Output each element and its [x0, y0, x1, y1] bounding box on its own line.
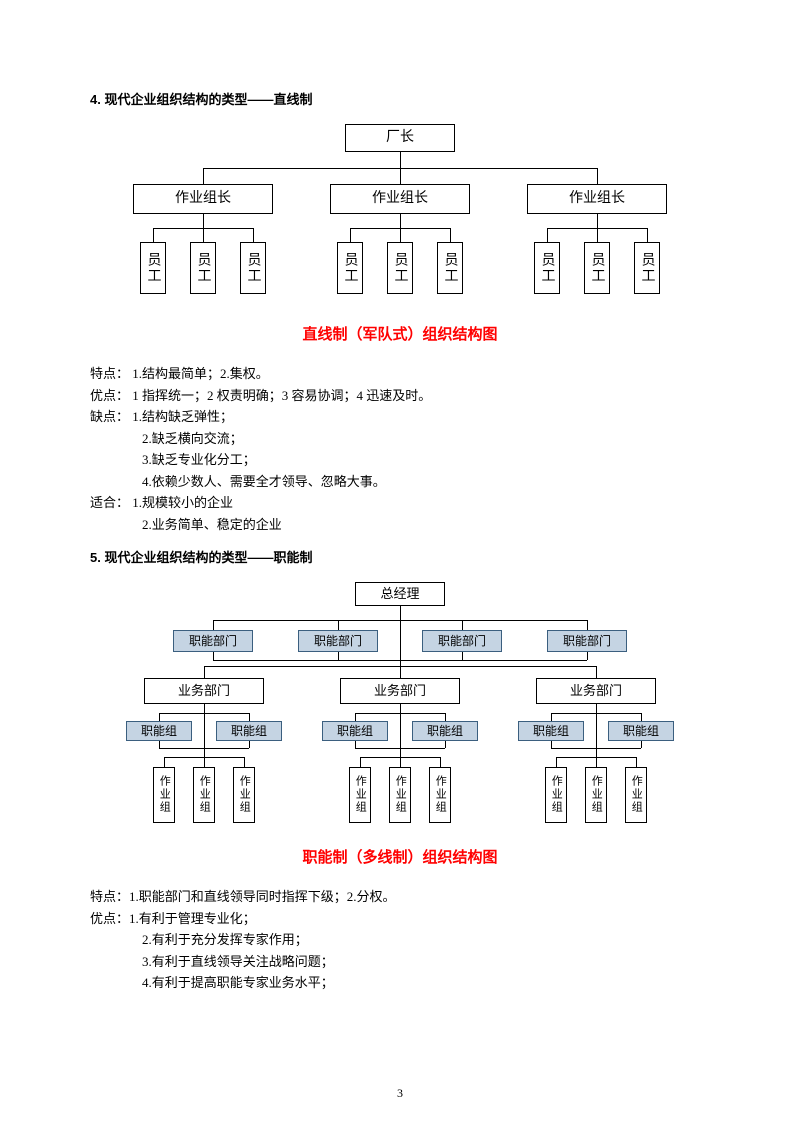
node-work-group: 作业组 — [153, 767, 175, 823]
s4-line: 2.业务简单、稳定的企业 — [90, 515, 710, 535]
node-work-group: 作业组 — [193, 767, 215, 823]
node-func-dept: 职能部门 — [298, 630, 378, 652]
node-func-dept: 职能部门 — [547, 630, 627, 652]
node-work-group: 作业组 — [429, 767, 451, 823]
node-work-group: 作业组 — [585, 767, 607, 823]
node-func-dept: 职能部门 — [422, 630, 502, 652]
s4-line: 适合： 1.规模较小的企业 — [90, 493, 710, 513]
s4-line: 4.依赖少数人、需要全才领导、忽略大事。 — [90, 472, 710, 492]
node-leaf: 员工 — [240, 242, 266, 294]
chart-line-system: 厂长 作业组长 作业组长 作业组长 员工 员工 员工 员工 员工 员工 — [120, 124, 680, 314]
node-func-group: 职能组 — [608, 721, 674, 741]
node-biz-dept: 业务部门 — [536, 678, 656, 704]
node-func-group: 职能组 — [322, 721, 388, 741]
s4-line: 优点： 1 指挥统一；2 权责明确；3 容易协调；4 迅速及时。 — [90, 386, 710, 406]
node-biz-dept: 业务部门 — [340, 678, 460, 704]
s4-line: 3.缺乏专业化分工； — [90, 450, 710, 470]
node-func-dept: 职能部门 — [173, 630, 253, 652]
node-leaf: 员工 — [337, 242, 363, 294]
s4-line: 特点： 1.结构最简单；2.集权。 — [90, 364, 710, 384]
chart-functional-system: 总经理 职能部门 职能部门 职能部门 职能部门 业务部门 业务部门 业务部门 职… — [100, 582, 700, 837]
node-func-group: 职能组 — [412, 721, 478, 741]
page: 4. 现代企业组织结构的类型——直线制 厂长 作业组长 作业组长 作业组长 员工… — [0, 0, 800, 1132]
s5-line: 特点：1.职能部门和直线领导同时指挥下级；2.分权。 — [90, 887, 710, 907]
node-leaf: 员工 — [584, 242, 610, 294]
node-func-group: 职能组 — [518, 721, 584, 741]
node-leaf: 员工 — [534, 242, 560, 294]
s5-line: 2.有利于充分发挥专家作用； — [90, 930, 710, 950]
s5-line: 优点：1.有利于管理专业化； — [90, 909, 710, 929]
s4-line: 2.缺乏横向交流； — [90, 429, 710, 449]
s5-line: 3.有利于直线领导关注战略问题； — [90, 952, 710, 972]
page-number: 3 — [0, 1084, 800, 1102]
node-work-group: 作业组 — [233, 767, 255, 823]
node-leaf: 员工 — [140, 242, 166, 294]
chart5-caption: 职能制（多线制）组织结构图 — [90, 847, 710, 870]
node-func-group: 职能组 — [126, 721, 192, 741]
node-mid-2: 作业组长 — [330, 184, 470, 214]
node-leaf: 员工 — [190, 242, 216, 294]
node-top: 厂长 — [345, 124, 455, 152]
section4-heading: 4. 现代企业组织结构的类型——直线制 — [90, 90, 710, 110]
node-leaf: 员工 — [387, 242, 413, 294]
section5-heading: 5. 现代企业组织结构的类型——职能制 — [90, 548, 710, 568]
node-biz-dept: 业务部门 — [144, 678, 264, 704]
s5-line: 4.有利于提高职能专家业务水平； — [90, 973, 710, 993]
node-func-group: 职能组 — [216, 721, 282, 741]
node-work-group: 作业组 — [625, 767, 647, 823]
node-work-group: 作业组 — [389, 767, 411, 823]
node-work-group: 作业组 — [349, 767, 371, 823]
node-work-group: 作业组 — [545, 767, 567, 823]
node-top: 总经理 — [355, 582, 445, 606]
chart4-caption: 直线制（军队式）组织结构图 — [90, 324, 710, 347]
node-leaf: 员工 — [437, 242, 463, 294]
node-mid-1: 作业组长 — [133, 184, 273, 214]
node-leaf: 员工 — [634, 242, 660, 294]
s4-line: 缺点： 1.结构缺乏弹性； — [90, 407, 710, 427]
node-mid-3: 作业组长 — [527, 184, 667, 214]
